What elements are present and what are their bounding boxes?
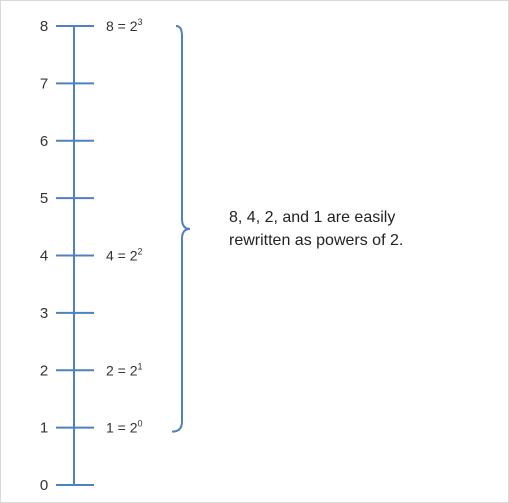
tick-label-8: 8	[40, 18, 48, 35]
annotation-line-2: rewritten as powers of 2.	[229, 232, 404, 249]
tick-label-6: 6	[40, 133, 48, 150]
curly-brace	[171, 25, 191, 433]
tick-label-0: 0	[40, 477, 48, 494]
tick-label-1: 1	[40, 420, 48, 437]
number-line	[56, 25, 94, 486]
equation-2: 2 = 21	[106, 361, 143, 378]
tick-label-3: 3	[40, 305, 48, 322]
tick-labels: 0 1 2 3 4 5 6 7 8	[40, 18, 48, 494]
tick-label-7: 7	[40, 75, 48, 92]
annotation-line-1: 8, 4, 2, and 1 are easily	[229, 209, 396, 226]
annotation-text: 8, 4, 2, and 1 are easily rewritten as p…	[229, 206, 489, 252]
tick-label-5: 5	[40, 190, 48, 207]
tick-label-2: 2	[40, 362, 48, 379]
equation-4: 4 = 22	[106, 247, 143, 264]
power-equations: 8 = 23 4 = 22 2 = 21 1 = 20	[106, 17, 143, 436]
equation-8: 8 = 23	[106, 17, 143, 34]
tick-label-4: 4	[40, 248, 48, 265]
equation-1: 1 = 20	[106, 419, 143, 436]
